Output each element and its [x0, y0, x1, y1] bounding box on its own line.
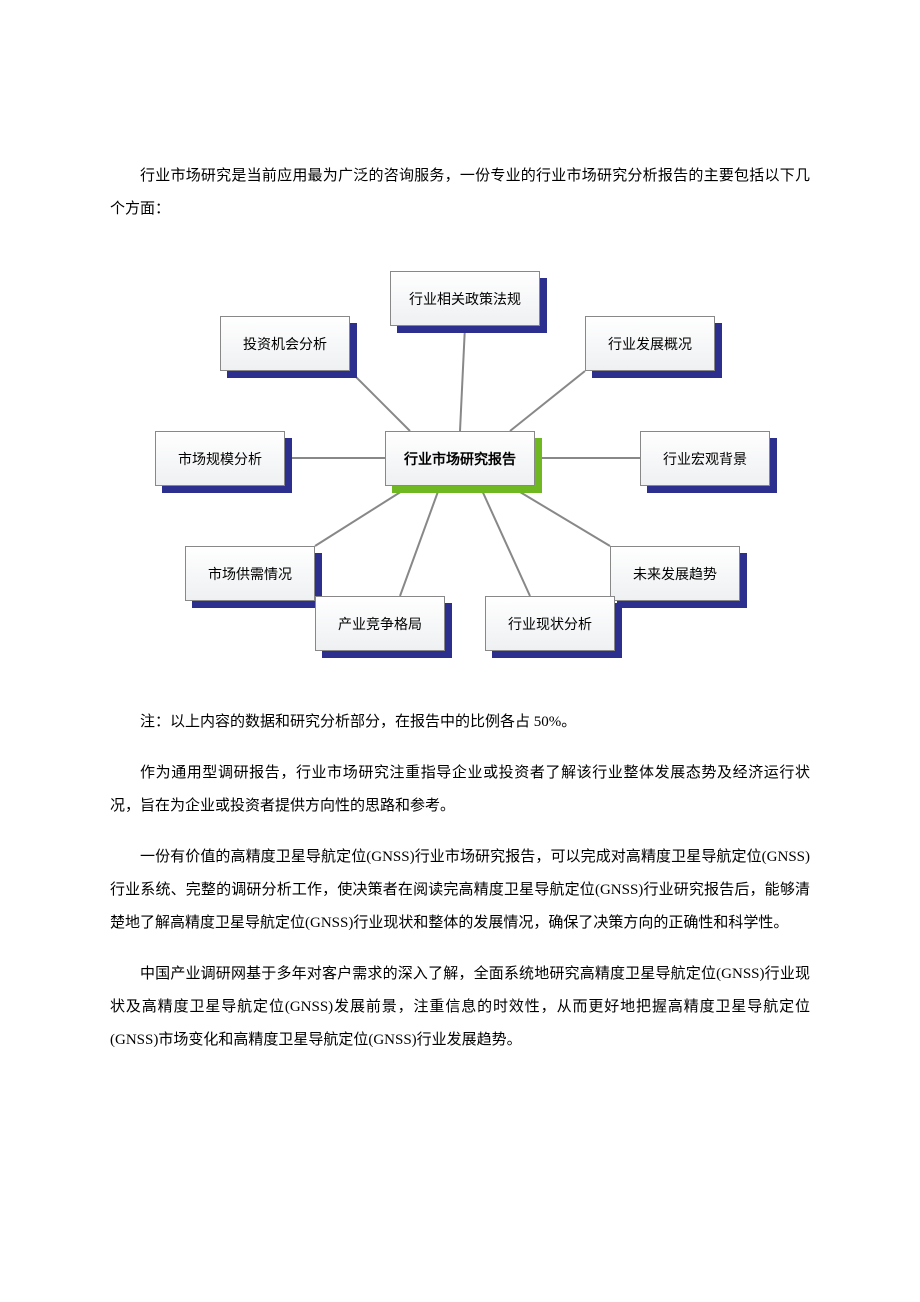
- body-paragraph: 一份有价值的高精度卫星导航定位(GNSS)行业市场研究报告，可以完成对高精度卫星…: [110, 841, 810, 940]
- node-competition: 产业竞争格局: [315, 596, 445, 651]
- node-label: 产业竞争格局: [338, 614, 422, 634]
- node-label: 市场规模分析: [178, 449, 262, 469]
- node-status: 行业现状分析: [485, 596, 615, 651]
- node-market-scale: 市场规模分析: [155, 431, 285, 486]
- diagram: 行业相关政策法规 投资机会分析 行业发展概况 市场规模分析 行业宏观背景 市场供…: [110, 246, 810, 676]
- node-development: 行业发展概况: [585, 316, 715, 371]
- node-label: 未来发展趋势: [633, 564, 717, 584]
- node-label: 行业宏观背景: [663, 449, 747, 469]
- node-label: 行业现状分析: [508, 614, 592, 634]
- note-text: 注：以上内容的数据和研究分析部分，在报告中的比例各占 50%。: [110, 706, 810, 739]
- node-future-trend: 未来发展趋势: [610, 546, 740, 601]
- body-paragraph: 作为通用型调研报告，行业市场研究注重指导企业或投资者了解该行业整体发展态势及经济…: [110, 757, 810, 823]
- node-label: 投资机会分析: [243, 334, 327, 354]
- node-center: 行业市场研究报告: [385, 431, 535, 486]
- node-macro: 行业宏观背景: [640, 431, 770, 486]
- intro-paragraph: 行业市场研究是当前应用最为广泛的咨询服务，一份专业的行业市场研究分析报告的主要包…: [110, 160, 810, 226]
- node-label: 市场供需情况: [208, 564, 292, 584]
- node-policy: 行业相关政策法规: [390, 271, 540, 326]
- node-label: 行业发展概况: [608, 334, 692, 354]
- node-label: 行业市场研究报告: [404, 449, 516, 469]
- body-paragraph: 中国产业调研网基于多年对客户需求的深入了解，全面系统地研究高精度卫星导航定位(G…: [110, 958, 810, 1057]
- node-investment: 投资机会分析: [220, 316, 350, 371]
- node-label: 行业相关政策法规: [409, 289, 521, 309]
- node-supply-demand: 市场供需情况: [185, 546, 315, 601]
